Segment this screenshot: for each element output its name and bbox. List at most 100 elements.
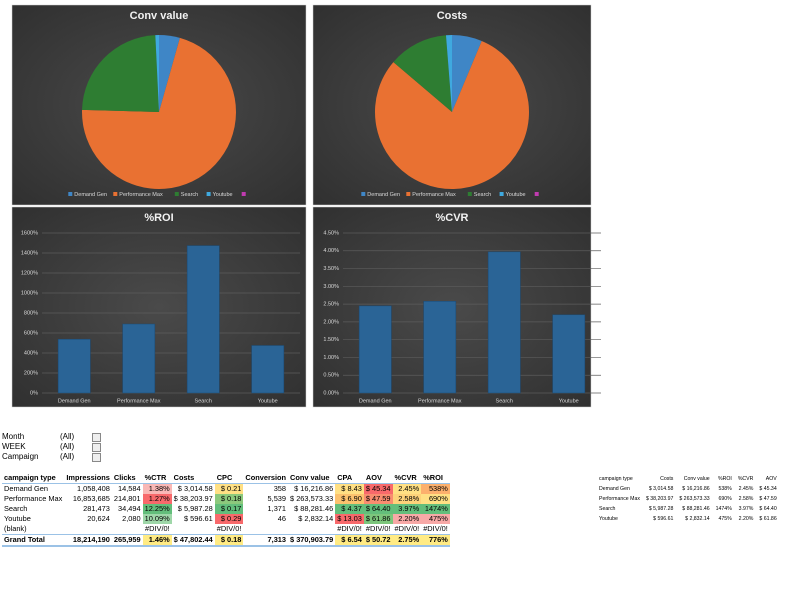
table-cell: 10.09% (142, 514, 172, 524)
table-cell: $ 38,203.97 (173, 494, 213, 503)
table-cell: $ 0.29 (214, 514, 244, 524)
table-cell: $ 13.03 (335, 514, 364, 524)
table-cell: $ 38,203.97 (645, 496, 674, 502)
table-cell: $ 263,573.33 (290, 494, 334, 503)
column-header: AOV (363, 473, 393, 484)
table-cell: 2.45% (738, 486, 754, 492)
column-header: AOV (765, 476, 777, 482)
y-tick-label: 1600% (21, 230, 38, 236)
table-cell (288, 524, 335, 535)
legend-label: Demand Gen (367, 192, 400, 198)
y-tick-label: 0.00% (323, 390, 339, 396)
legend-marker (534, 192, 539, 196)
legend-marker (499, 192, 504, 196)
legend-label: Demand Gen (74, 192, 107, 198)
table-cell: Search (599, 506, 616, 512)
filter-label: WEEK (2, 442, 26, 451)
legend-marker (113, 192, 118, 196)
bar (251, 345, 285, 394)
table-cell: 12.25% (142, 504, 172, 514)
filter-dropdown[interactable] (92, 453, 101, 462)
table-cell: 2.75% (392, 534, 422, 547)
legend-marker (406, 192, 411, 196)
y-tick-label: 2.00% (323, 319, 339, 325)
table-cell: 5,539 (267, 494, 287, 503)
table-cell: $ 2,832.14 (298, 514, 334, 523)
legend-label: Search (474, 192, 491, 198)
column-header: campaign type (599, 476, 633, 482)
table-cell: 214,801 (113, 494, 141, 503)
column-header: %CVR (737, 476, 754, 482)
column-header: campaign type (2, 473, 65, 484)
table-cell (64, 524, 112, 535)
table-cell: #DIV/0! (365, 524, 391, 533)
y-tick-label: 1200% (21, 270, 38, 276)
table-row: Search $ 5,987.28 $ 88,281.46 1474% 3.97% $ 6… (596, 504, 780, 514)
pie-slice (82, 35, 159, 112)
table-cell: 1474% (715, 506, 732, 512)
table-cell: 281,473 (83, 504, 110, 513)
filter-dropdown[interactable] (92, 433, 101, 442)
table-cell (172, 524, 215, 535)
x-tick-label: Performance Max (117, 398, 161, 404)
table-cell: $ 596.61 (183, 514, 213, 523)
table-cell: Youtube (4, 514, 31, 523)
table-cell: $ 88,281.46 (294, 504, 334, 513)
y-tick-label: 1000% (21, 290, 38, 296)
table-cell: 3.97% (392, 504, 422, 514)
x-tick-label: Demand Gen (58, 398, 91, 404)
y-tick-label: 3.50% (323, 266, 339, 272)
filter-row: Campaign (All) (2, 452, 101, 462)
table-cell: $ 47.59 (363, 494, 393, 504)
legend-marker (361, 192, 366, 196)
pie-slice (155, 35, 159, 112)
table-cell: #DIV/0! (145, 524, 170, 533)
column-header: %ROI (421, 473, 450, 484)
table-row: Youtube 20,624 2,080 10.09% $ 596.61 $ 0.29 46… (2, 514, 450, 524)
table-cell: $ 16,216.86 (682, 486, 710, 492)
table-cell: #DIV/0! (394, 524, 420, 533)
filter-value: (All) (60, 432, 75, 441)
y-tick-label: 3.00% (323, 284, 339, 290)
pie-slice (375, 40, 529, 189)
table-cell: 2.58% (738, 496, 754, 502)
table-cell: $ 16,216.86 (294, 484, 334, 493)
column-header: %ROI (717, 476, 732, 482)
x-tick-label: Search (496, 398, 513, 404)
table-cell: 265,959 (111, 534, 143, 547)
table-cell: #DIV/0! (337, 524, 362, 533)
filter-row: Month (All) (2, 432, 101, 442)
table-cell: $ 596.61 (653, 516, 674, 522)
filter-label: Month (2, 432, 25, 441)
table-cell: $ 50.72 (363, 534, 393, 547)
table-cell: $ 5,987.28 (177, 504, 213, 513)
table-cell: Performance Max (599, 496, 640, 502)
table-cell: 2.45% (392, 483, 422, 494)
table-cell: 538% (421, 483, 450, 494)
table-cell: 2.20% (738, 516, 754, 522)
column-header: Conversion (243, 473, 289, 484)
table-cell: $ 4.37 (335, 504, 364, 514)
table-cell: 18,214,190 (64, 534, 112, 547)
bar (57, 338, 91, 394)
x-tick-label: Youtube (559, 398, 579, 404)
filters: Month (All) WEEK (All) Campaign (All) (2, 432, 101, 462)
pie-slice (159, 35, 180, 112)
column-header: Costs (171, 473, 215, 484)
chart-title: Costs (437, 10, 468, 22)
table-cell: 2.20% (392, 514, 422, 524)
table-cell: $ 370,903.79 (288, 534, 336, 547)
table-cell: 1.27% (142, 494, 172, 504)
filter-dropdown[interactable] (92, 443, 101, 452)
table-cell: $ 2,832.14 (685, 516, 710, 522)
table-cell: 46 (277, 514, 287, 523)
charts: Conv value Demand Gen Performance Max Searc… (11, 4, 601, 408)
table-row: Demand Gen $ 3,014.58 $ 16,216.86 538% 2.45%… (596, 484, 780, 494)
table-cell: 475% (421, 514, 450, 524)
table-row: (blank) #DIV/0! #DIV/0! #DIV/0! #DIV/0! #DIV/… (2, 524, 450, 535)
column-header: CPC (214, 473, 244, 484)
filter-label: Campaign (2, 452, 39, 461)
table-cell: 358 (273, 484, 287, 493)
legend-marker (68, 192, 73, 196)
chart-title: %CVR (435, 212, 468, 224)
